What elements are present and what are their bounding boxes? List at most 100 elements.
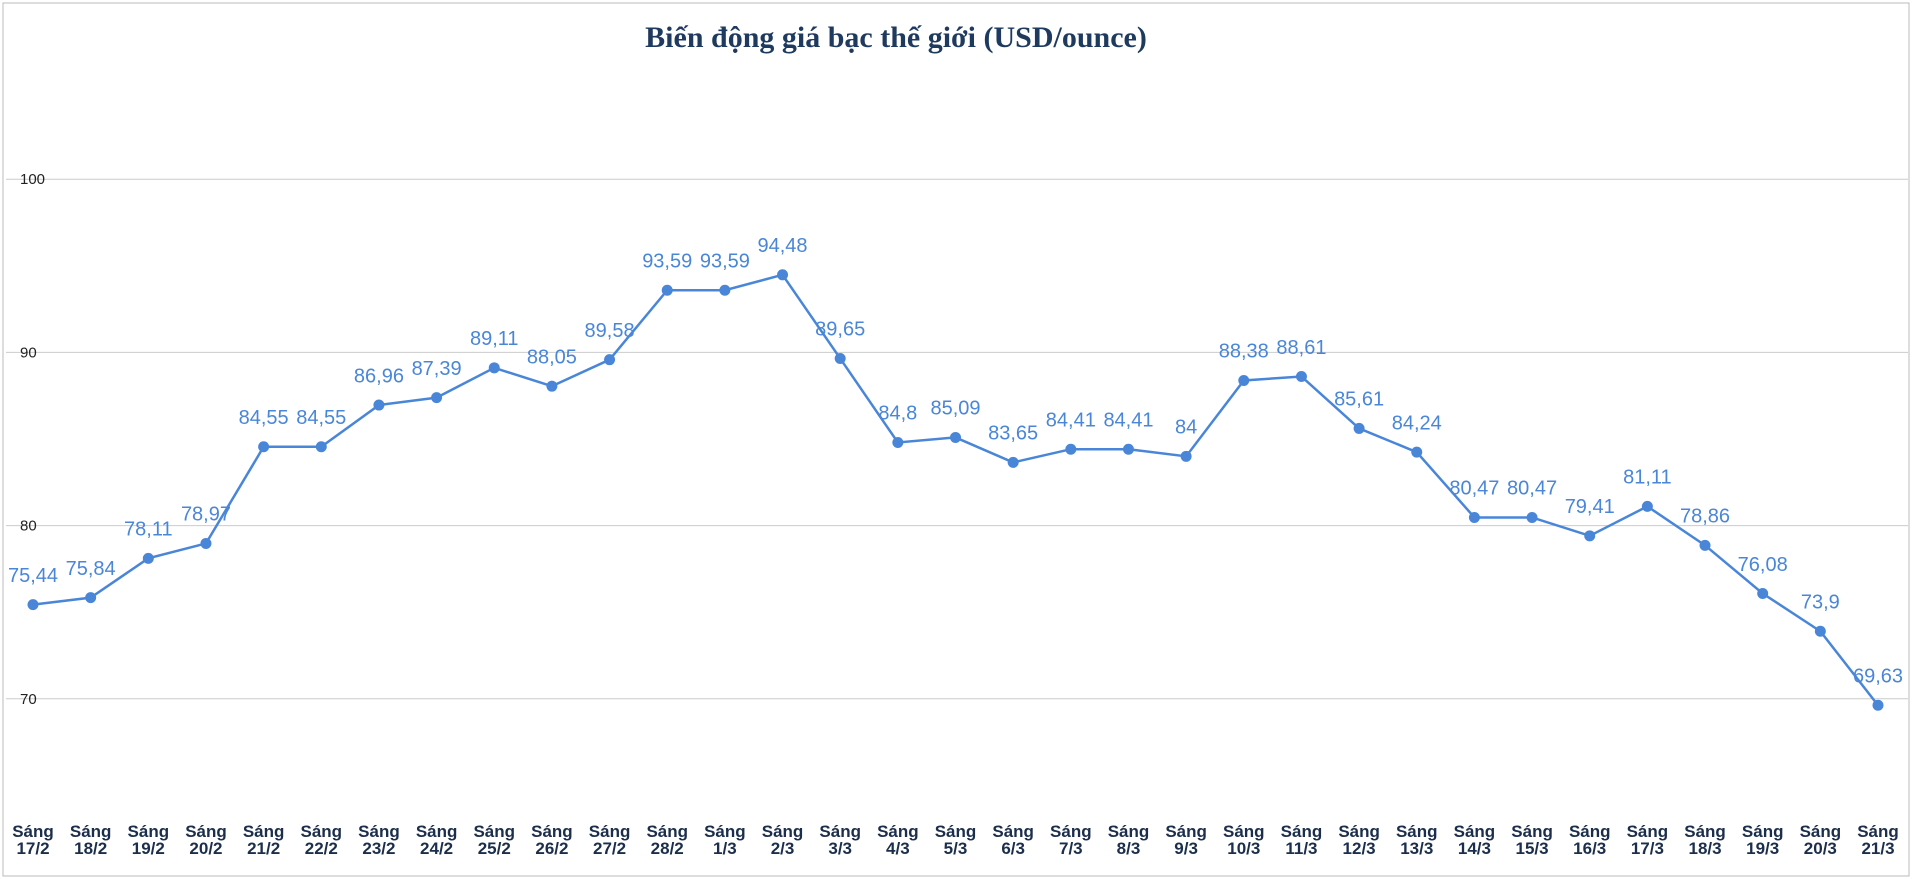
x-tick-label: Sáng 21/3 (1857, 822, 1899, 858)
data-label: 93,59 (700, 251, 750, 273)
point (258, 441, 270, 453)
x-tick-label: Sáng 1/3 (704, 822, 746, 858)
x-tick-label: Sáng 24/2 (416, 822, 458, 858)
x-tick-label: Sáng 16/3 (1569, 822, 1611, 858)
x-tick-label: Sáng 7/3 (1050, 822, 1092, 858)
data-label: 89,65 (815, 319, 865, 341)
x-tick-label: Sáng 5/3 (935, 822, 977, 858)
y-tick-label: 80 (20, 518, 37, 535)
data-label: 84,55 (296, 407, 346, 429)
data-label: 87,39 (412, 358, 462, 380)
x-tick-label: Sáng 23/2 (358, 822, 400, 858)
x-tick-label: Sáng 20/2 (185, 822, 227, 858)
point (661, 284, 673, 296)
data-label: 84,55 (239, 407, 289, 429)
point (1699, 539, 1711, 551)
point (1584, 530, 1596, 542)
data-label: 84,24 (1392, 412, 1442, 434)
point (1065, 443, 1077, 455)
point (1238, 374, 1250, 386)
point (777, 269, 789, 281)
data-label: 85,09 (930, 398, 980, 420)
x-tick-label: Sáng 18/3 (1684, 822, 1726, 858)
point (1757, 587, 1769, 599)
x-tick-label: Sáng 20/3 (1800, 822, 1842, 858)
data-label: 89,58 (585, 320, 635, 342)
x-tick-label: Sáng 17/2 (12, 822, 54, 858)
point (1814, 625, 1826, 637)
x-tick-label: Sáng 25/2 (473, 822, 515, 858)
x-tick-label: Sáng 26/2 (531, 822, 573, 858)
x-tick-label: Sáng 13/3 (1396, 822, 1438, 858)
point (431, 392, 443, 404)
data-label: 79,41 (1565, 496, 1615, 518)
line (32, 273, 1879, 706)
data-label: 84,8 (878, 403, 917, 425)
data-label: 85,61 (1334, 389, 1384, 411)
point (719, 284, 731, 296)
point (1180, 450, 1192, 462)
x-tick-label: Sáng 27/2 (589, 822, 631, 858)
point (373, 399, 385, 411)
point (488, 362, 500, 374)
point (1122, 443, 1134, 455)
data-label: 93,59 (642, 251, 692, 273)
data-label: 94,48 (758, 235, 808, 257)
x-tick-label: Sáng 22/2 (301, 822, 343, 858)
point (85, 592, 97, 604)
x-tick-label: Sáng 6/3 (992, 822, 1034, 858)
data-label: 89,11 (470, 328, 519, 350)
x-tick-label: Sáng 2/3 (762, 822, 804, 858)
data-label: 75,84 (66, 558, 116, 580)
x-tick-label: Sáng 14/3 (1454, 822, 1496, 858)
data-label: 76,08 (1738, 554, 1788, 576)
x-tick-label: Sáng 11/3 (1281, 822, 1323, 858)
point (892, 436, 904, 448)
point (950, 431, 961, 443)
data-label: 73,9 (1801, 592, 1840, 614)
data-label: 78,86 (1680, 506, 1730, 528)
data-label: 88,61 (1276, 337, 1326, 359)
x-tick-label: Sáng 19/2 (128, 822, 170, 858)
data-label: 78,11 (124, 519, 173, 541)
x-tick-label: Sáng 18/2 (70, 822, 112, 858)
x-tick-label: Sáng 8/3 (1108, 822, 1150, 858)
data-label: 80,47 (1507, 478, 1557, 500)
point (1641, 500, 1653, 512)
data-label: 88,38 (1219, 341, 1269, 363)
data-label: 83,65 (988, 423, 1038, 445)
x-tick-label: Sáng 15/3 (1511, 822, 1553, 858)
point (834, 352, 846, 364)
point (27, 599, 39, 611)
y-tick-label: 70 (20, 691, 37, 708)
y-tick-label: 90 (20, 344, 37, 361)
y-tick-label: 100 (20, 171, 45, 188)
x-tick-label: Sáng 12/3 (1338, 822, 1380, 858)
point (1526, 511, 1538, 523)
point (1295, 370, 1307, 382)
data-label: 78,97 (181, 504, 231, 526)
x-tick-label: Sáng 3/3 (819, 822, 861, 858)
point (315, 441, 327, 453)
x-tick-label: Sáng 19/3 (1742, 822, 1784, 858)
data-label: 84,41 (1046, 410, 1096, 432)
data-label: 75,44 (8, 565, 58, 587)
point (604, 354, 616, 366)
point (1468, 511, 1480, 523)
point (1353, 422, 1365, 434)
data-label: 86,96 (354, 365, 404, 387)
data-label: 88,05 (527, 346, 577, 368)
data-label: 80,47 (1449, 478, 1499, 500)
data-label: 69,63 (1853, 665, 1903, 687)
point (546, 380, 558, 392)
x-tick-label: Sáng 9/3 (1165, 822, 1207, 858)
data-label: 84 (1175, 417, 1197, 439)
point (142, 552, 154, 564)
data-label: 81,11 (1623, 467, 1672, 489)
data-label: 84,41 (1103, 410, 1153, 432)
point (1007, 456, 1019, 468)
x-tick-label: Sáng 21/2 (243, 822, 285, 858)
x-tick-label: Sáng 4/3 (877, 822, 919, 858)
